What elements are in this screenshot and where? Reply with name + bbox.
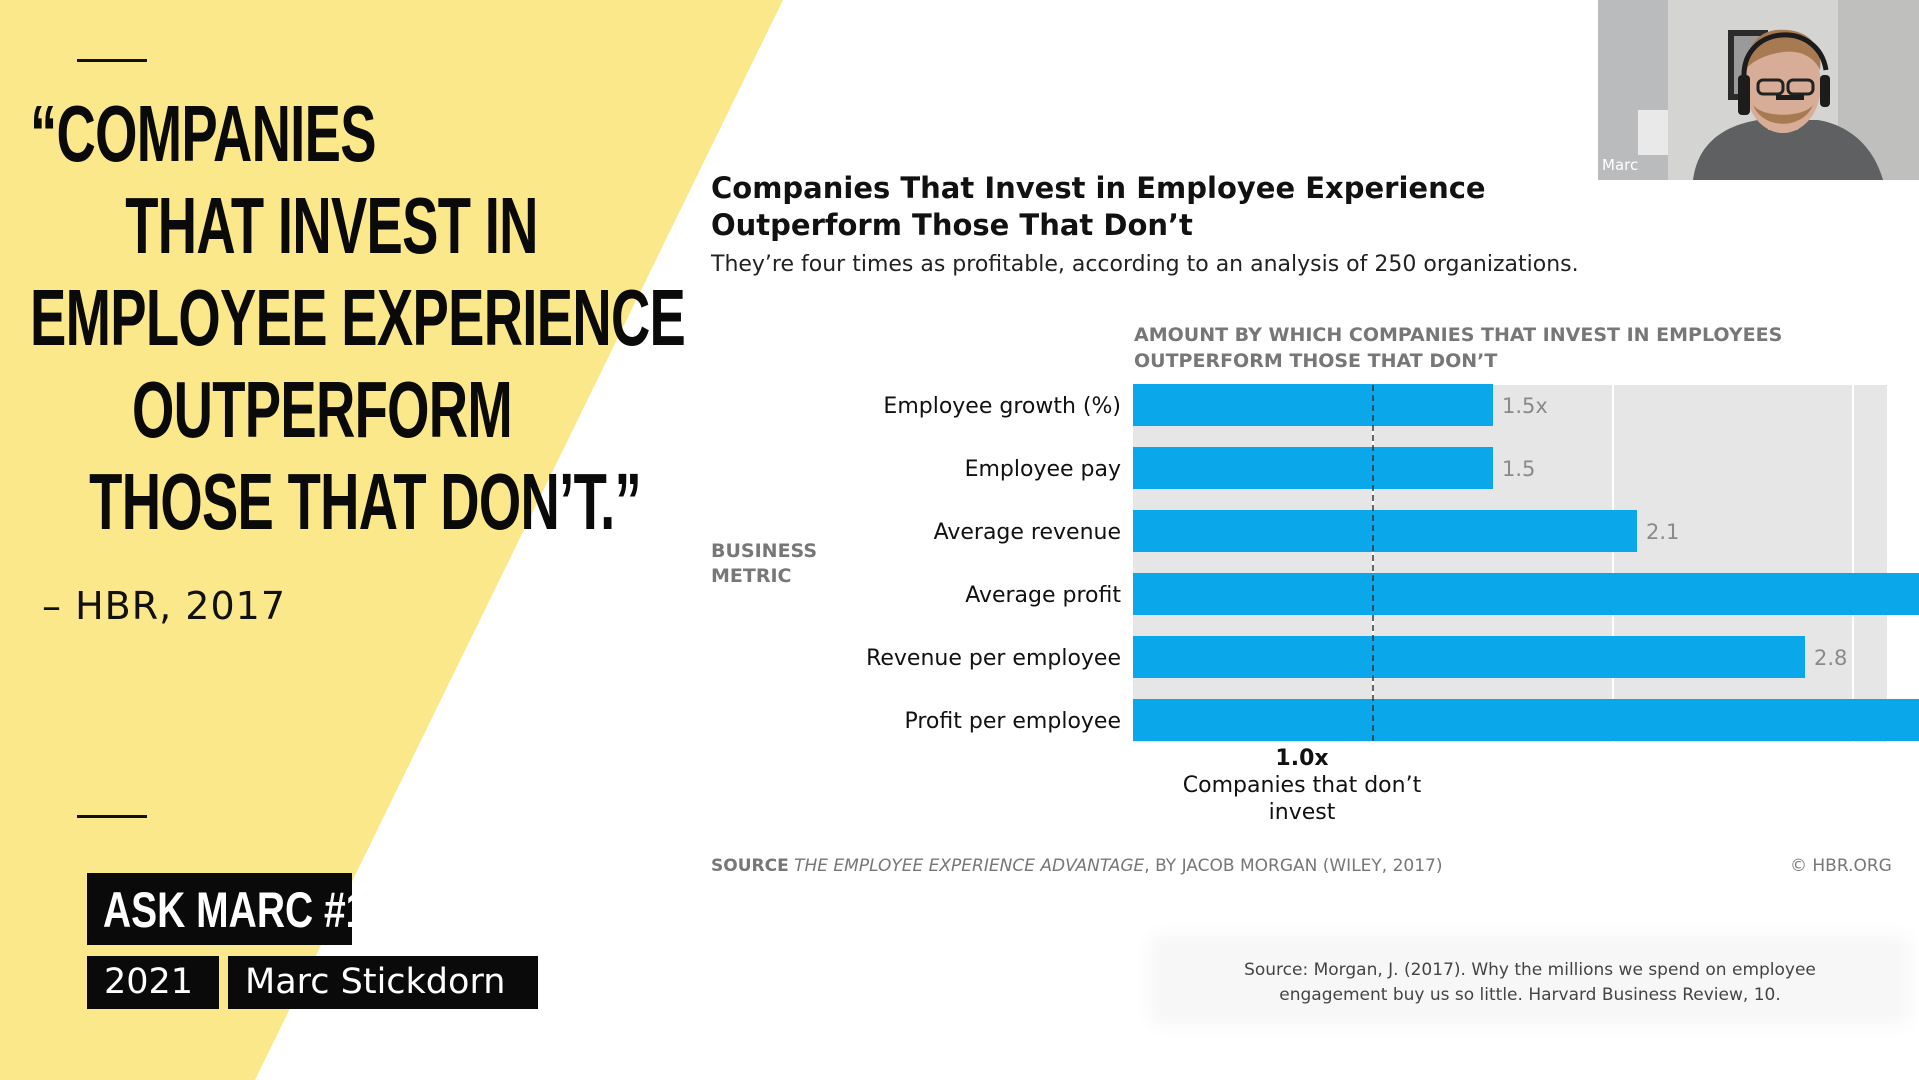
chart-subtitle: They’re four times as profitable, accord… [711, 252, 1579, 277]
chart-header: AMOUNT BY WHICH COMPANIES THAT INVEST IN… [1134, 324, 1783, 372]
y-axis-label: BUSINESS METRIC [711, 540, 818, 587]
episode-label: ASK MARC #11 [103, 882, 387, 938]
data-label: 2.8 [1814, 646, 1847, 670]
quote-attribution: – HBR, 2017 [42, 584, 286, 628]
plot-background [1133, 385, 1887, 742]
bar [1133, 699, 1919, 741]
bar [1133, 384, 1493, 426]
data-label: 2.1 [1646, 520, 1679, 544]
year-tag: 2021 [87, 956, 219, 1009]
category-label: Employee pay [965, 457, 1121, 482]
bar [1133, 573, 1919, 615]
bar [1133, 636, 1805, 678]
category-label: Average profit [965, 583, 1121, 608]
reference-description: Companies that don’t invest [1182, 773, 1422, 825]
category-label: Employee growth (%) [883, 394, 1121, 419]
quote-line: “COMPANIES [30, 89, 377, 178]
reference-line-label: 1.0x Companies that don’t invest [1152, 746, 1452, 826]
chart-credit: © HBR.ORG [1790, 856, 1892, 876]
data-label: 1.5 [1502, 457, 1535, 481]
source-rest: , BY JACOB MORGAN (WILEY, 2017) [1144, 856, 1443, 876]
quote-line: THAT INVEST IN [125, 181, 538, 270]
episode-tag: ASK MARC #11 [87, 873, 387, 945]
top-rule [77, 59, 147, 62]
category-label: Revenue per employee [866, 646, 1121, 671]
webcam-video[interactable] [1598, 0, 1919, 180]
data-label: 1.5x [1502, 394, 1548, 418]
category-label: Average revenue [934, 520, 1121, 545]
bar [1133, 510, 1637, 552]
source-label: SOURCE [711, 856, 789, 876]
citation-box [1160, 945, 1900, 1015]
category-label: Profit per employee [904, 709, 1121, 734]
chart-source: SOURCE THE EMPLOYEE EXPERIENCE ADVANTAGE… [711, 856, 1443, 876]
source-title: THE EMPLOYEE EXPERIENCE ADVANTAGE [794, 856, 1145, 876]
author-tag: Marc Stickdorn [228, 956, 538, 1009]
quote-line: OUTPERFORM [132, 365, 513, 454]
participant-name: Marc [1602, 156, 1639, 174]
citation-line: Source: Morgan, J. (2017). Why the milli… [1244, 960, 1816, 980]
bar [1133, 447, 1493, 489]
bottom-rule [77, 815, 147, 818]
chart-title: Companies That Invest in Employee Experi… [711, 171, 1486, 242]
citation: Source: Morgan, J. (2017). Why the milli… [1160, 958, 1900, 1008]
citation-line: engagement buy us so little. Harvard Bus… [1279, 985, 1781, 1005]
reference-value: 1.0x [1275, 746, 1329, 771]
webcam-image [1598, 0, 1919, 180]
